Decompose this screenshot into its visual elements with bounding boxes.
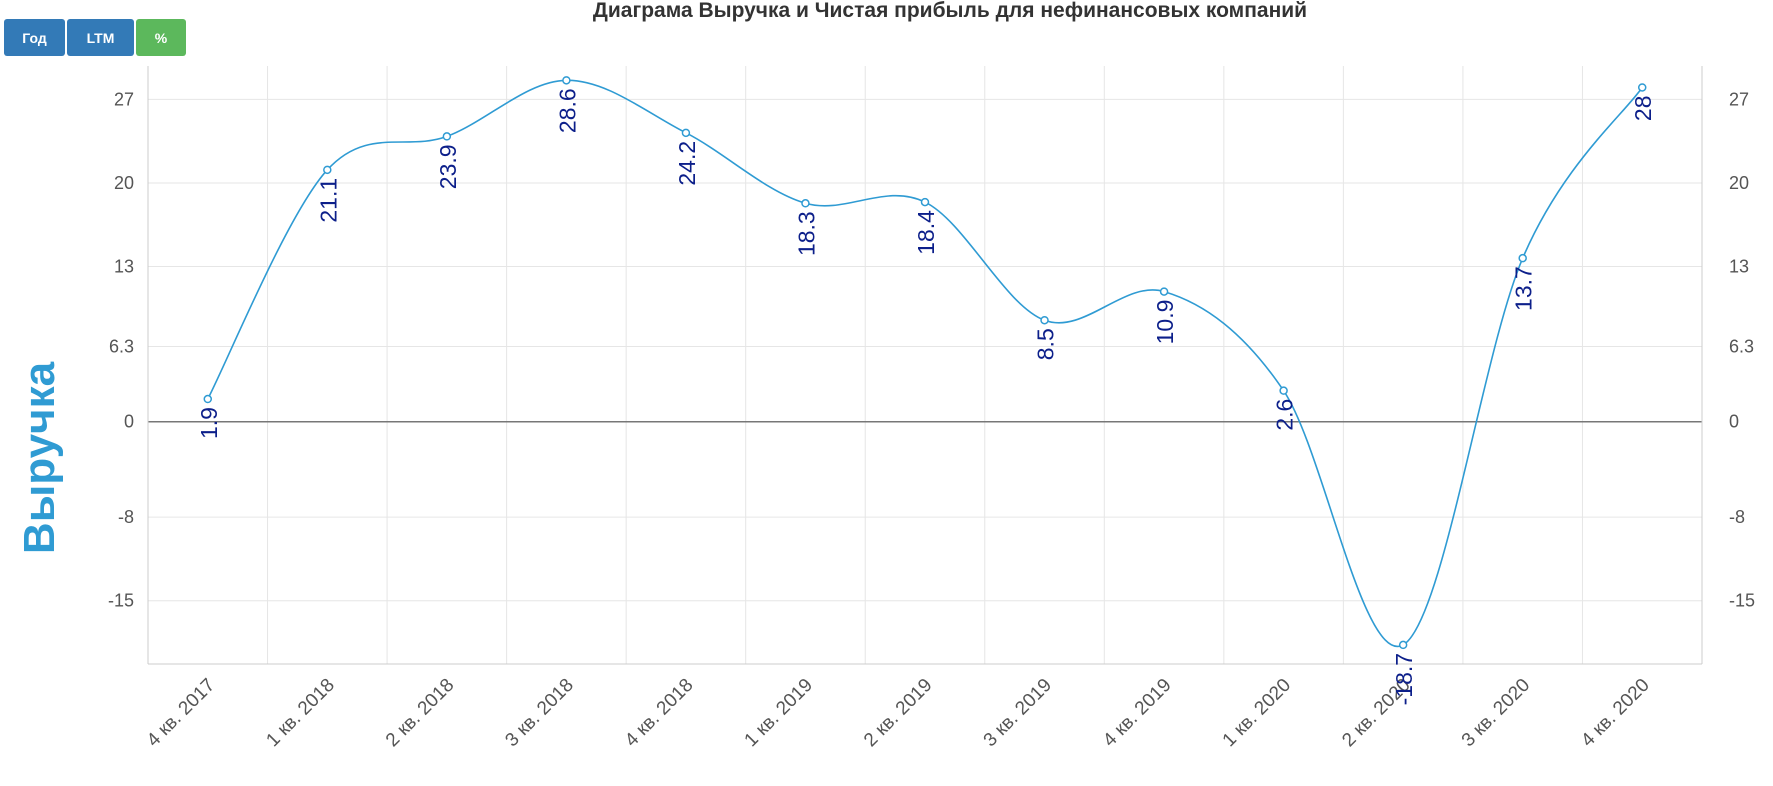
- data-label: 24.2: [674, 141, 700, 186]
- data-label: 28: [1630, 95, 1656, 121]
- x-tick-label: 2 кв. 2019: [860, 675, 936, 751]
- data-label: 23.9: [435, 144, 461, 189]
- data-label: 1.9: [196, 407, 222, 439]
- data-point: [203, 394, 213, 404]
- data-label: 21.1: [315, 178, 341, 223]
- x-tick-label: 2 кв. 2018: [382, 675, 458, 751]
- percent-button[interactable]: %: [136, 19, 186, 56]
- y-tick-label-right: 0: [1729, 412, 1739, 432]
- data-label: 8.5: [1033, 328, 1059, 360]
- data-point: [1279, 386, 1288, 395]
- y-tick-label-left: -8: [118, 507, 134, 527]
- y-tick-label-right: -8: [1729, 507, 1745, 527]
- y-tick-label-left: -15: [108, 591, 134, 611]
- data-label: 10.9: [1152, 300, 1178, 345]
- y-tick-label-left: 20: [114, 173, 134, 193]
- y-tick-label-left: 0: [124, 412, 134, 432]
- x-tick-label: 4 кв. 2020: [1577, 675, 1653, 751]
- y-tick-label-right: 6.3: [1729, 336, 1754, 356]
- y-tick-label-left: 6.3: [109, 336, 134, 356]
- data-point: [1040, 315, 1049, 325]
- x-tick-label: 1 кв. 2018: [262, 675, 338, 751]
- x-tick-label: 1 кв. 2019: [741, 675, 817, 751]
- y-tick-label-right: 13: [1729, 257, 1749, 277]
- year-button[interactable]: Год: [4, 19, 65, 56]
- data-point: [562, 76, 571, 85]
- y-tick-label-left: 27: [114, 89, 134, 109]
- x-tick-label: 3 кв. 2019: [980, 675, 1056, 751]
- y-tick-label-right: 27: [1729, 89, 1749, 109]
- data-point: [801, 199, 810, 208]
- x-tick-label: 1 кв. 2020: [1219, 675, 1295, 751]
- data-point: [1159, 287, 1169, 296]
- data-label: -18.7: [1391, 653, 1417, 705]
- data-point: [1637, 83, 1647, 92]
- data-label: 13.7: [1511, 266, 1537, 311]
- x-tick-label: 3 кв. 2018: [501, 675, 577, 751]
- data-point: [442, 132, 452, 141]
- data-point: [920, 197, 930, 207]
- data-label: 28.6: [554, 88, 580, 133]
- data-label: 18.4: [913, 210, 939, 255]
- y-tick-label-left: 13: [114, 257, 134, 277]
- ltm-button[interactable]: LTM: [67, 19, 134, 56]
- x-tick-label: 4 кв. 2017: [143, 675, 219, 751]
- y-tick-label-right: 20: [1729, 173, 1749, 193]
- data-point: [1398, 640, 1408, 650]
- x-tick-label: 3 кв. 2020: [1458, 675, 1534, 751]
- data-label: 2.6: [1272, 399, 1298, 431]
- period-button-group: Год LTM %: [4, 19, 186, 56]
- chart-title: Диаграма Выручка и Чистая прибыль для не…: [592, 0, 1308, 22]
- series-line: [207, 79, 1643, 648]
- x-tick-label: 4 кв. 2019: [1099, 675, 1175, 751]
- y-tick-label-right: -15: [1729, 591, 1755, 611]
- x-tick-label: 4 кв. 2018: [621, 675, 697, 751]
- data-point: [323, 165, 332, 175]
- data-label: 18.3: [793, 211, 819, 256]
- data-point: [681, 128, 691, 138]
- data-point: [1518, 253, 1527, 263]
